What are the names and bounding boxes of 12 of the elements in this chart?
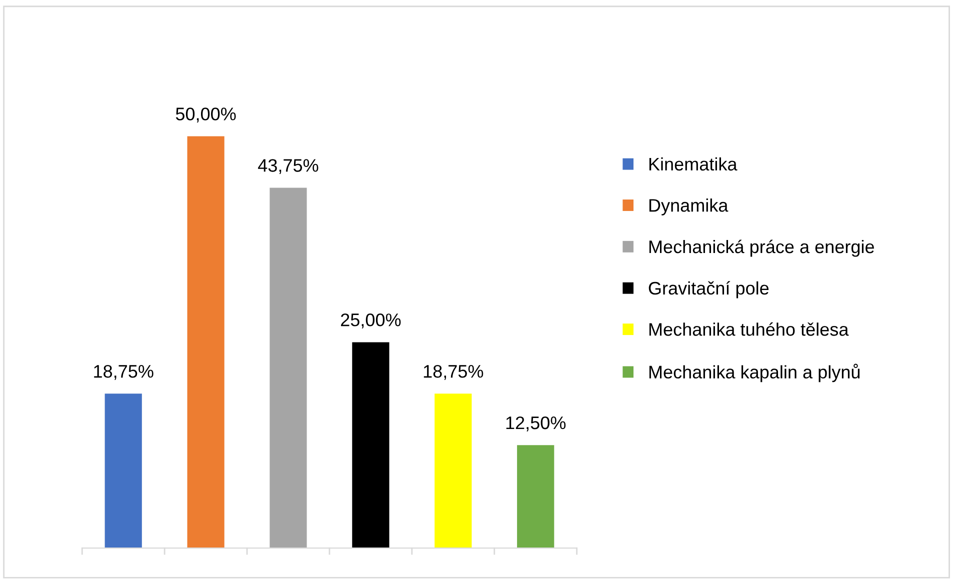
legend-label: Dynamika <box>649 198 728 216</box>
legend-label: Kinematika <box>649 157 738 171</box>
data-label: 43,75% <box>258 159 318 174</box>
data-label: 50,00% <box>176 108 236 123</box>
legend-label: Mechanika tuhého tělesa <box>649 322 849 336</box>
data-label: 18,75% <box>94 364 154 380</box>
data-label: 12,50% <box>506 416 566 432</box>
data-label: 18,75% <box>424 364 484 380</box>
data-label: 25,00% <box>340 313 401 328</box>
legend-label: Gravitační pole <box>648 281 769 298</box>
legend-label: Mechanická práce a energie <box>649 240 874 257</box>
legend-label: Mechanika kapalin a plynů <box>649 364 860 382</box>
